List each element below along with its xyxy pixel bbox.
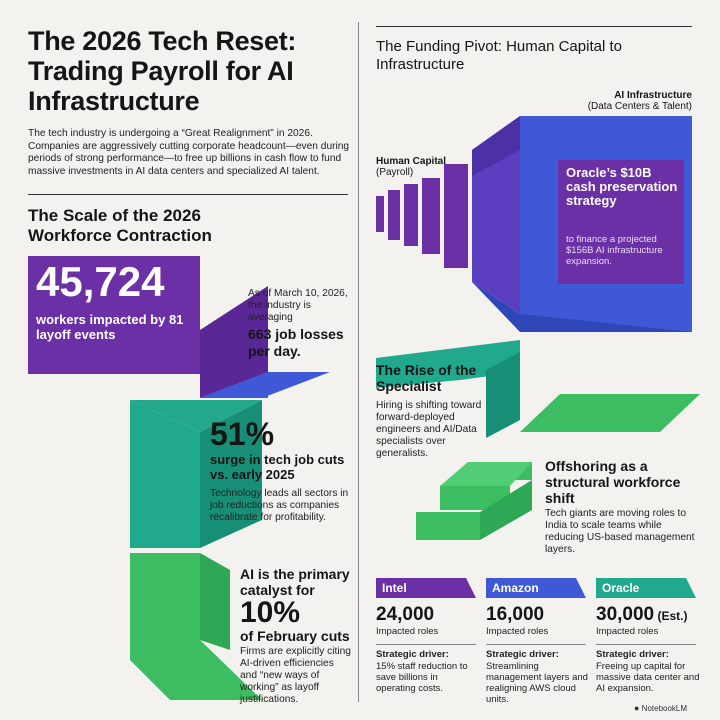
company-card-intel: Intel 24,000 Impacted roles Strategic dr… bbox=[376, 578, 476, 694]
blue-strip bbox=[200, 372, 330, 398]
footer-brand: ● NotebookLM bbox=[634, 703, 687, 713]
company-driver-label-oracle: Strategic driver: bbox=[596, 649, 669, 660]
company-card-amazon: Amazon 16,000 Impacted roles Strategic d… bbox=[486, 578, 590, 705]
oracle-card-title: Oracle’s $10B cash preservation strategy bbox=[566, 165, 678, 208]
company-unit-intel: Impacted roles bbox=[376, 626, 439, 637]
daily-value: 663 job losses per day. bbox=[248, 326, 344, 359]
workers-label: workers impacted by 81 layoff events bbox=[36, 312, 184, 342]
company-tab-intel: Intel bbox=[376, 578, 476, 598]
workers-card: 45,724 workers impacted by 81 layoff eve… bbox=[28, 256, 200, 374]
intro-text: The tech industry is undergoing a “Great… bbox=[28, 128, 350, 177]
workers-value: 45,724 bbox=[36, 258, 165, 305]
offshore-diag bbox=[480, 480, 532, 540]
catalyst-tail: of February cuts bbox=[240, 628, 350, 644]
funnel-bar-5 bbox=[444, 164, 468, 268]
page-title: The 2026 Tech Reset: Trading Payroll for… bbox=[28, 26, 297, 116]
human-capital-label: Human Capital bbox=[376, 156, 447, 167]
funnel-bar-3 bbox=[404, 184, 418, 246]
offshore-top bbox=[520, 394, 700, 432]
company-rule-amazon bbox=[486, 644, 586, 645]
company-suffix-oracle: (Est.) bbox=[654, 609, 688, 623]
funnel-cone-shade bbox=[472, 116, 520, 176]
funnel-bar-2 bbox=[388, 190, 400, 240]
catalyst-lead: AI is the primary catalyst for bbox=[240, 566, 350, 598]
company-unit-amazon: Impacted roles bbox=[486, 626, 549, 637]
specialist-shape-1 bbox=[376, 340, 520, 388]
company-unit-oracle: Impacted roles bbox=[596, 626, 659, 637]
surge-label: surge in tech job cuts vs. early 2025 bbox=[210, 452, 345, 482]
company-value-row-oracle: 30,000 (Est.) bbox=[596, 604, 700, 626]
funding-heading: The Funding Pivot: Human Capital to Infr… bbox=[376, 38, 622, 73]
right-top-divider bbox=[376, 26, 692, 27]
purple-block-side bbox=[200, 286, 268, 398]
offshore-step-3 bbox=[416, 512, 480, 540]
offshoring-heading: Offshoring as a structural workforce shi… bbox=[545, 458, 681, 506]
catalyst-value: 10% bbox=[240, 596, 301, 629]
company-value-amazon: 16,000 bbox=[486, 604, 545, 625]
specialist-heading: The Rise of the Specialist bbox=[376, 362, 477, 394]
catalyst-note: Firms are explicitly citing AI-driven ef… bbox=[240, 646, 351, 705]
ai-infra-sub: (Data Centers & Talent) bbox=[587, 101, 692, 112]
offshore-step-2 bbox=[440, 486, 510, 510]
teal-block-top bbox=[130, 400, 262, 432]
surge-value: 51% bbox=[210, 416, 275, 452]
funnel-bar-1 bbox=[376, 196, 384, 232]
company-card-oracle: Oracle 30,000 (Est.) Impacted roles Stra… bbox=[596, 578, 700, 694]
scale-heading: The Scale of the 2026 Workforce Contract… bbox=[28, 206, 212, 245]
company-driver-oracle: Freeing up capital for massive data cent… bbox=[596, 661, 700, 694]
footer-brand-label: NotebookLM bbox=[641, 704, 688, 713]
company-tab-oracle: Oracle bbox=[596, 578, 696, 598]
teal-block-front bbox=[130, 400, 200, 548]
offshoring-note: Tech giants are moving roles to India to… bbox=[545, 508, 695, 555]
daily-note: As of March 10, 2026, the industry is av… bbox=[248, 288, 348, 323]
company-rule-intel bbox=[376, 644, 476, 645]
oracle-card-note: to finance a projected $156B AI infrastr… bbox=[566, 234, 663, 267]
human-capital-sub: (Payroll) bbox=[376, 167, 414, 178]
funnel-base bbox=[472, 282, 692, 332]
specialist-shape-2 bbox=[486, 352, 520, 438]
company-driver-label-intel: Strategic driver: bbox=[376, 649, 449, 660]
funnel-bar-4 bbox=[422, 178, 440, 254]
green-block bbox=[130, 553, 262, 700]
surge-note: Technology leads all sectors in job redu… bbox=[210, 488, 349, 523]
notebooklm-logo-icon: ● bbox=[634, 703, 640, 713]
specialist-note: Hiring is shifting toward forward-deploy… bbox=[376, 400, 482, 459]
company-value-intel: 24,000 bbox=[376, 604, 435, 625]
oracle-card: Oracle’s $10B cash preservation strategy… bbox=[558, 160, 684, 284]
ai-infra-label: AI Infrastructure bbox=[614, 90, 692, 101]
company-driver-intel: 15% staff reduction to save billions in … bbox=[376, 661, 468, 694]
left-divider bbox=[28, 194, 348, 195]
company-value-oracle: 30,000 bbox=[596, 604, 655, 625]
green-block-side bbox=[200, 553, 230, 650]
company-tab-amazon: Amazon bbox=[486, 578, 586, 598]
company-driver-amazon: Streamlining management layers and reali… bbox=[486, 661, 588, 705]
teal-block-side bbox=[200, 400, 262, 548]
company-rule-oracle bbox=[596, 644, 696, 645]
company-driver-label-amazon: Strategic driver: bbox=[486, 649, 559, 660]
offshore-diag-2 bbox=[440, 462, 532, 486]
column-divider bbox=[358, 22, 359, 702]
